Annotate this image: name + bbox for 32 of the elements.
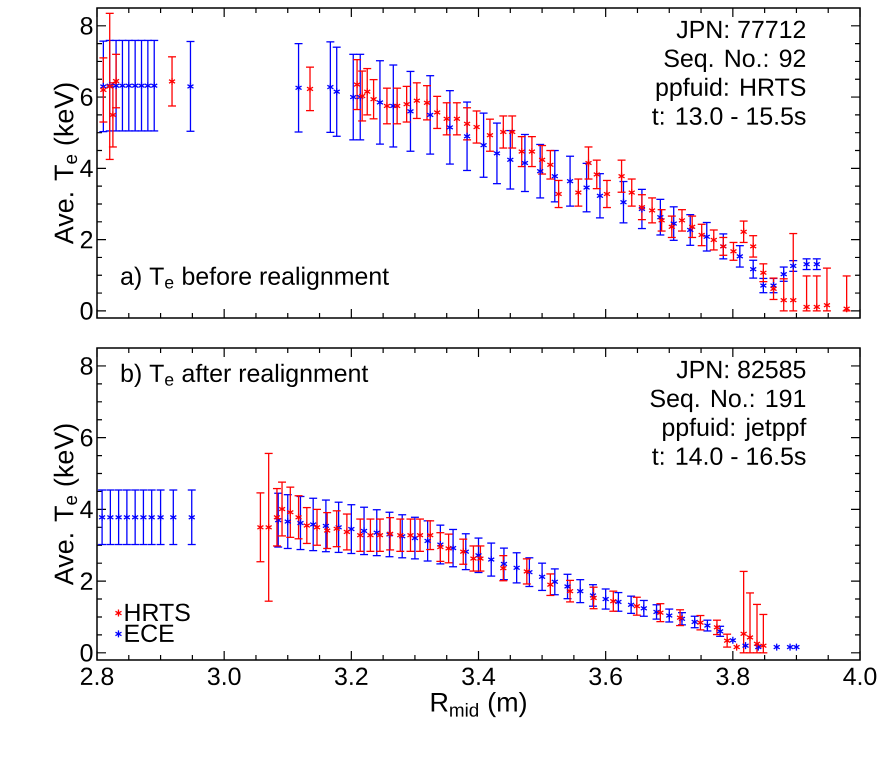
x-tick-label: 2.8 — [80, 668, 114, 686]
y-tick-label: 2 — [80, 572, 92, 590]
x-axis-title: R$_{mid}$ (m) — [432, 692, 526, 718]
annotation: b) T$_{e}$ after realignment — [122, 364, 368, 388]
annotation: Seq. No.: 191 — [650, 390, 806, 412]
x-tick-label: 4.0 — [843, 668, 876, 686]
annotation: Seq. No.: 92 — [664, 49, 806, 72]
y-tick-label: 6 — [80, 428, 92, 446]
y-tick-label: 0 — [80, 302, 93, 320]
x-tick-label: 3.2 — [334, 668, 368, 686]
annotation: ppfuid: HRTS — [656, 78, 806, 101]
annotation: a) T$_{e}$ before realignment — [121, 266, 389, 290]
y-tick-label: 6 — [80, 88, 92, 106]
y-tick-label: 4 — [80, 160, 93, 177]
y-tick-label: 4 — [80, 500, 93, 518]
legend-label: HRTS — [126, 604, 190, 622]
x-tick-label: 3.4 — [462, 668, 496, 686]
x-tick-label: 3.6 — [589, 668, 622, 686]
x-tick-label: 3.0 — [208, 668, 241, 686]
annotation: JPN: 77712 — [676, 20, 806, 38]
y-tick-label: 0 — [80, 644, 93, 662]
y-tick-label: 2 — [80, 230, 92, 248]
y-axis-title: Ave. T$_{e}$ (keV) — [54, 83, 79, 244]
y-axis-title: Ave. T$_{e}$ (keV) — [54, 424, 79, 586]
annotation: ppfuid: jetppf — [663, 418, 806, 442]
y-tick-label: 8 — [80, 357, 92, 375]
annotation: t: 14.0 - 16.5s — [652, 447, 806, 465]
annotation: t: 13.0 - 15.5s — [652, 107, 806, 125]
x-tick-label: 3.8 — [716, 668, 750, 686]
legend-label: ECE — [126, 624, 174, 642]
annotation: JPN: 82585 — [676, 360, 806, 378]
y-tick-label: 8 — [80, 17, 92, 35]
